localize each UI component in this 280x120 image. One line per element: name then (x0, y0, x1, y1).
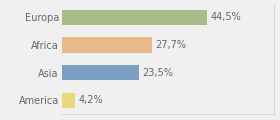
Text: 44,5%: 44,5% (211, 12, 241, 22)
Bar (62, 65, 139, 80)
Bar (62, 37, 152, 53)
Bar (62, 10, 207, 25)
Text: 4,2%: 4,2% (79, 95, 103, 105)
Text: 23,5%: 23,5% (142, 68, 173, 78)
Bar (62, 93, 75, 108)
Text: 27,7%: 27,7% (156, 40, 186, 50)
